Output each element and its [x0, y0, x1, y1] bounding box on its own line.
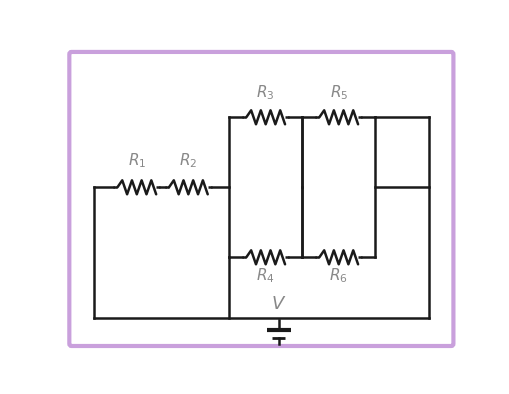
Text: $R_6$: $R_6$	[329, 267, 347, 285]
Text: $R_1$: $R_1$	[127, 151, 146, 170]
Text: $V$: $V$	[270, 296, 286, 313]
Text: $R_5$: $R_5$	[329, 83, 347, 102]
Text: $R_3$: $R_3$	[256, 83, 274, 102]
Text: $R_4$: $R_4$	[256, 267, 274, 285]
Text: $R_2$: $R_2$	[179, 151, 197, 170]
